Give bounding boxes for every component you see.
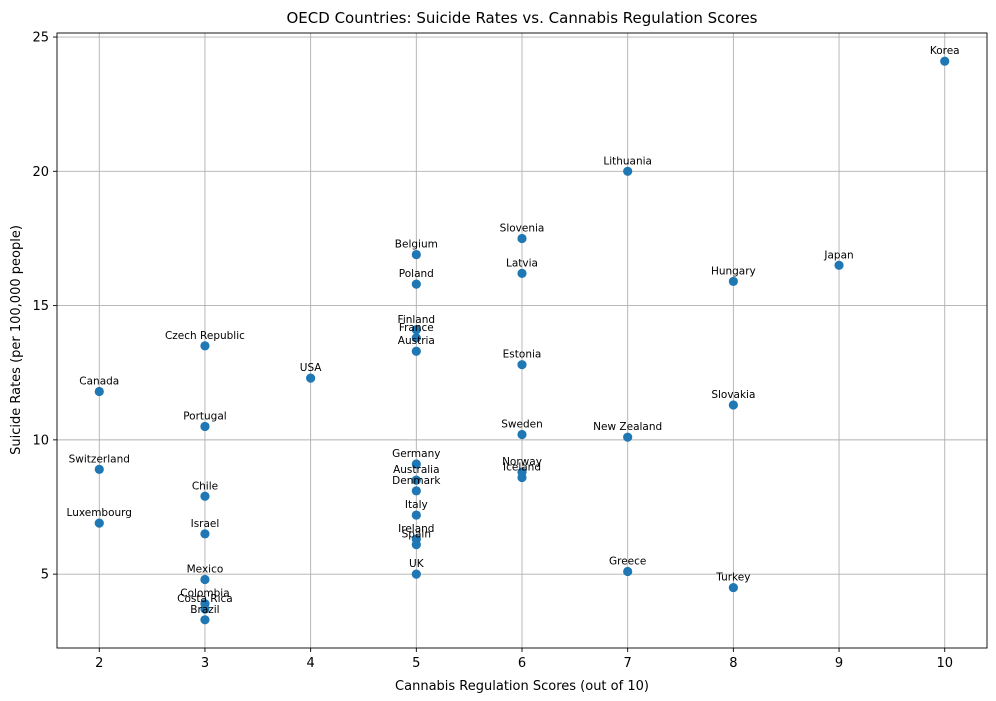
data-point — [411, 475, 421, 485]
y-tick-label: 15 — [32, 299, 49, 314]
data-label: Slovakia — [711, 389, 755, 401]
x-tick-label: 5 — [412, 656, 420, 671]
data-point — [411, 486, 421, 496]
data-label: Finland — [398, 314, 436, 326]
x-tick-label: 2 — [95, 656, 103, 671]
data-point — [728, 582, 738, 593]
x-tick-label: 4 — [306, 656, 314, 671]
data-point — [200, 421, 210, 432]
data-label: Slovenia — [500, 222, 545, 234]
data-point — [94, 386, 104, 397]
x-tick-label: 3 — [201, 656, 209, 671]
data-label: Poland — [399, 268, 434, 280]
data-label: Luxembourg — [67, 507, 132, 519]
data-label: Italy — [405, 499, 428, 511]
data-point — [623, 566, 633, 577]
data-label: UK — [409, 558, 425, 570]
data-point — [94, 518, 104, 528]
data-point — [517, 472, 527, 483]
data-label: Norway — [502, 456, 542, 468]
data-label: New Zealand — [593, 421, 662, 433]
chart-title: OECD Countries: Suicide Rates vs. Cannab… — [287, 9, 758, 27]
data-label: Chile — [192, 480, 218, 492]
y-axis-label: Suicide Rates (per 100,000 people) — [9, 225, 24, 455]
point-labels: Korea Lithuania Slovenia Belgium Japan Latvia… — [67, 45, 960, 616]
data-point — [200, 341, 210, 351]
data-point — [517, 429, 527, 440]
data-label: Lithuania — [603, 155, 652, 167]
data-label: Spain — [402, 529, 431, 541]
data-point — [411, 540, 421, 550]
grid-lines — [57, 33, 987, 648]
data-label: Turkey — [715, 572, 750, 584]
y-axis-ticks: 5 10 15 20 25 — [32, 31, 57, 583]
data-point — [940, 56, 950, 66]
data-point — [517, 268, 527, 278]
data-label: Austria — [398, 335, 435, 347]
data-label: Hungary — [711, 265, 756, 277]
data-label: Japan — [823, 249, 853, 261]
data-label: Switzerland — [69, 453, 130, 465]
data-label: Portugal — [183, 410, 227, 422]
data-label: Mexico — [187, 564, 224, 576]
data-point — [623, 432, 633, 442]
data-point — [200, 491, 210, 501]
data-point — [411, 346, 421, 356]
y-tick-label: 5 — [41, 568, 49, 583]
x-axis-label: Cannabis Regulation Scores (out of 10) — [395, 679, 649, 694]
x-tick-label: 6 — [518, 656, 526, 671]
data-label: Czech Republic — [165, 330, 245, 342]
x-tick-label: 7 — [624, 656, 632, 671]
data-point — [411, 569, 421, 579]
y-tick-label: 20 — [32, 165, 49, 180]
data-label: Greece — [609, 555, 646, 567]
data-label: Israel — [191, 518, 220, 530]
data-label: France — [399, 322, 434, 334]
data-point — [200, 604, 210, 614]
data-point — [517, 360, 527, 370]
data-label: Iceland — [503, 461, 541, 473]
x-tick-label: 9 — [835, 656, 843, 671]
data-point — [834, 260, 844, 270]
data-points — [94, 56, 950, 625]
data-point — [411, 459, 421, 469]
data-point — [411, 510, 421, 520]
data-point — [200, 574, 210, 585]
data-label: Latvia — [506, 257, 538, 269]
data-point — [411, 325, 421, 335]
data-point — [728, 276, 738, 287]
data-point — [411, 249, 421, 260]
data-point — [411, 333, 421, 343]
data-point — [200, 615, 210, 625]
data-label: Sweden — [501, 418, 543, 430]
data-label: Costa Rica — [177, 593, 233, 605]
x-axis-ticks: 2 3 4 5 6 7 8 9 10 — [95, 648, 953, 671]
data-point — [728, 400, 738, 410]
x-tick-label: 8 — [729, 656, 737, 671]
x-tick-label: 10 — [936, 656, 953, 671]
data-point — [200, 529, 210, 539]
data-point — [94, 464, 104, 475]
data-point — [517, 233, 527, 244]
data-point — [306, 373, 316, 383]
y-tick-label: 10 — [32, 433, 49, 448]
data-label: Ireland — [398, 523, 434, 535]
data-label: Canada — [79, 376, 119, 388]
data-label: Korea — [930, 45, 960, 57]
data-label: Brazil — [190, 604, 219, 616]
y-tick-label: 25 — [32, 31, 49, 46]
data-label: Germany — [392, 448, 440, 460]
data-label: Belgium — [395, 239, 438, 251]
data-label: Colombia — [180, 588, 229, 600]
data-label: Estonia — [503, 349, 542, 361]
data-point — [623, 166, 633, 176]
data-point — [411, 279, 421, 289]
data-label: Denmark — [392, 475, 441, 487]
data-label: USA — [300, 362, 323, 374]
data-label: Australia — [393, 464, 439, 476]
